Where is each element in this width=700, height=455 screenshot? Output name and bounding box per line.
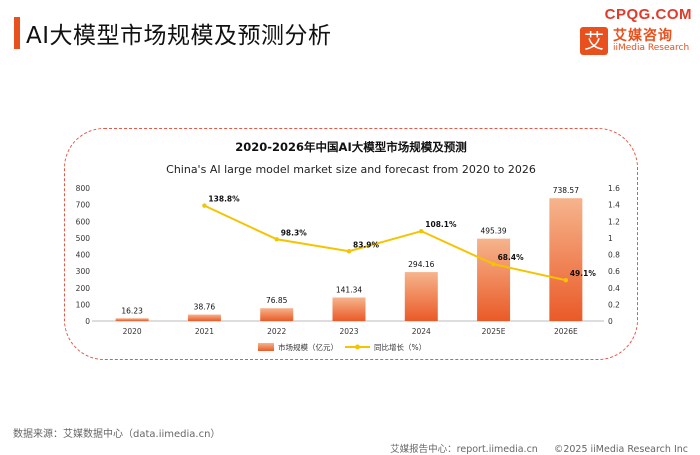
bar-value-label: 38.76 bbox=[194, 303, 216, 312]
y-right-tick-label: 1.6 bbox=[608, 184, 620, 193]
y-left-tick-label: 600 bbox=[76, 217, 91, 226]
growth-value-label: 68.4% bbox=[498, 253, 525, 262]
x-tick-label: 2021 bbox=[195, 327, 214, 336]
chart-subtitle: China's AI large model market size and f… bbox=[166, 163, 536, 176]
y-left-tick-label: 100 bbox=[76, 300, 91, 309]
growth-value-label: 49.1% bbox=[570, 269, 597, 278]
y-left-tick-label: 500 bbox=[76, 234, 91, 243]
x-tick-label: 2024 bbox=[412, 327, 431, 336]
logo-name-cn: 艾媒咨询 bbox=[613, 28, 673, 44]
iimedia-logo-icon: 艾 bbox=[580, 27, 608, 55]
bar-value-label: 738.57 bbox=[553, 186, 579, 195]
legend-line-marker bbox=[355, 344, 360, 350]
logo-name-en: iiMedia Research bbox=[613, 43, 690, 53]
y-right-tick-label: 0.8 bbox=[608, 251, 620, 260]
growth-point-2026E bbox=[563, 277, 569, 283]
bar-2025E bbox=[477, 238, 511, 321]
bar-2023 bbox=[332, 297, 366, 321]
bar-2024 bbox=[404, 272, 438, 321]
growth-point-2021 bbox=[202, 203, 207, 208]
growth-value-label: 83.9% bbox=[353, 240, 380, 249]
report-center-link[interactable]: 艾媒报告中心：report.iimedia.cn bbox=[390, 444, 538, 455]
y-left-tick-label: 400 bbox=[76, 251, 91, 260]
x-tick-label: 2026E bbox=[554, 327, 578, 336]
y-right-tick-label: 0 bbox=[608, 317, 613, 326]
x-tick-label: 2023 bbox=[339, 327, 358, 336]
growth-point-2023 bbox=[346, 249, 352, 254]
y-right-tick-label: 0.2 bbox=[608, 300, 620, 309]
growth-value-label: 108.1% bbox=[425, 220, 457, 229]
y-left-tick-label: 800 bbox=[76, 184, 91, 193]
bar-2021 bbox=[187, 314, 221, 321]
page-title: AI大模型市场规模及预测分析 bbox=[26, 23, 332, 49]
bar-value-label: 76.85 bbox=[266, 296, 288, 305]
growth-point-2022 bbox=[274, 237, 279, 242]
growth-value-label: 138.8% bbox=[208, 195, 240, 204]
growth-point-2025E bbox=[491, 261, 496, 267]
x-tick-label: 2025E bbox=[482, 327, 506, 336]
y-right-tick-label: 0.6 bbox=[608, 267, 620, 276]
chart-frame bbox=[64, 128, 638, 360]
y-left-tick-label: 700 bbox=[76, 201, 91, 210]
legend-bar-label: 市场规模（亿元） bbox=[278, 342, 338, 352]
growth-value-label: 98.3% bbox=[281, 228, 308, 237]
bar-value-label: 495.39 bbox=[480, 227, 506, 236]
growth-point-2024 bbox=[419, 228, 424, 234]
bar-2020 bbox=[115, 318, 149, 321]
bar-value-label: 294.16 bbox=[408, 260, 434, 269]
legend-line-label: 同比增长（%） bbox=[374, 342, 426, 352]
bar-2022 bbox=[260, 308, 294, 321]
site-watermark: CPQG.COM bbox=[604, 6, 692, 23]
title-accent-bar bbox=[14, 17, 20, 49]
bar-2026E bbox=[549, 198, 583, 321]
data-source-note: 数据来源：艾媒数据中心（data.iimedia.cn） bbox=[13, 429, 221, 440]
footer-right: 艾媒报告中心：report.iimedia.cn ©2025 iiMedia Re… bbox=[390, 441, 688, 455]
copyright: ©2025 iiMedia Research Inc bbox=[553, 444, 688, 455]
bar-value-label: 141.34 bbox=[336, 286, 362, 295]
bar-value-label: 16.23 bbox=[121, 306, 143, 315]
x-tick-label: 2022 bbox=[267, 327, 286, 336]
y-right-tick-label: 1.2 bbox=[608, 217, 620, 226]
chart-title: 2020-2026年中国AI大模型市场规模及预测 bbox=[235, 140, 466, 154]
growth-line bbox=[204, 204, 567, 282]
y-right-tick-label: 0.4 bbox=[608, 284, 620, 293]
x-tick-label: 2020 bbox=[123, 327, 142, 336]
y-right-tick-label: 1.4 bbox=[608, 201, 620, 210]
y-left-tick-label: 300 bbox=[76, 267, 91, 276]
legend-bar-swatch bbox=[258, 343, 274, 351]
y-left-tick-label: 0 bbox=[85, 317, 90, 326]
y-left-tick-label: 200 bbox=[76, 284, 91, 293]
y-right-tick-label: 1 bbox=[608, 234, 613, 243]
